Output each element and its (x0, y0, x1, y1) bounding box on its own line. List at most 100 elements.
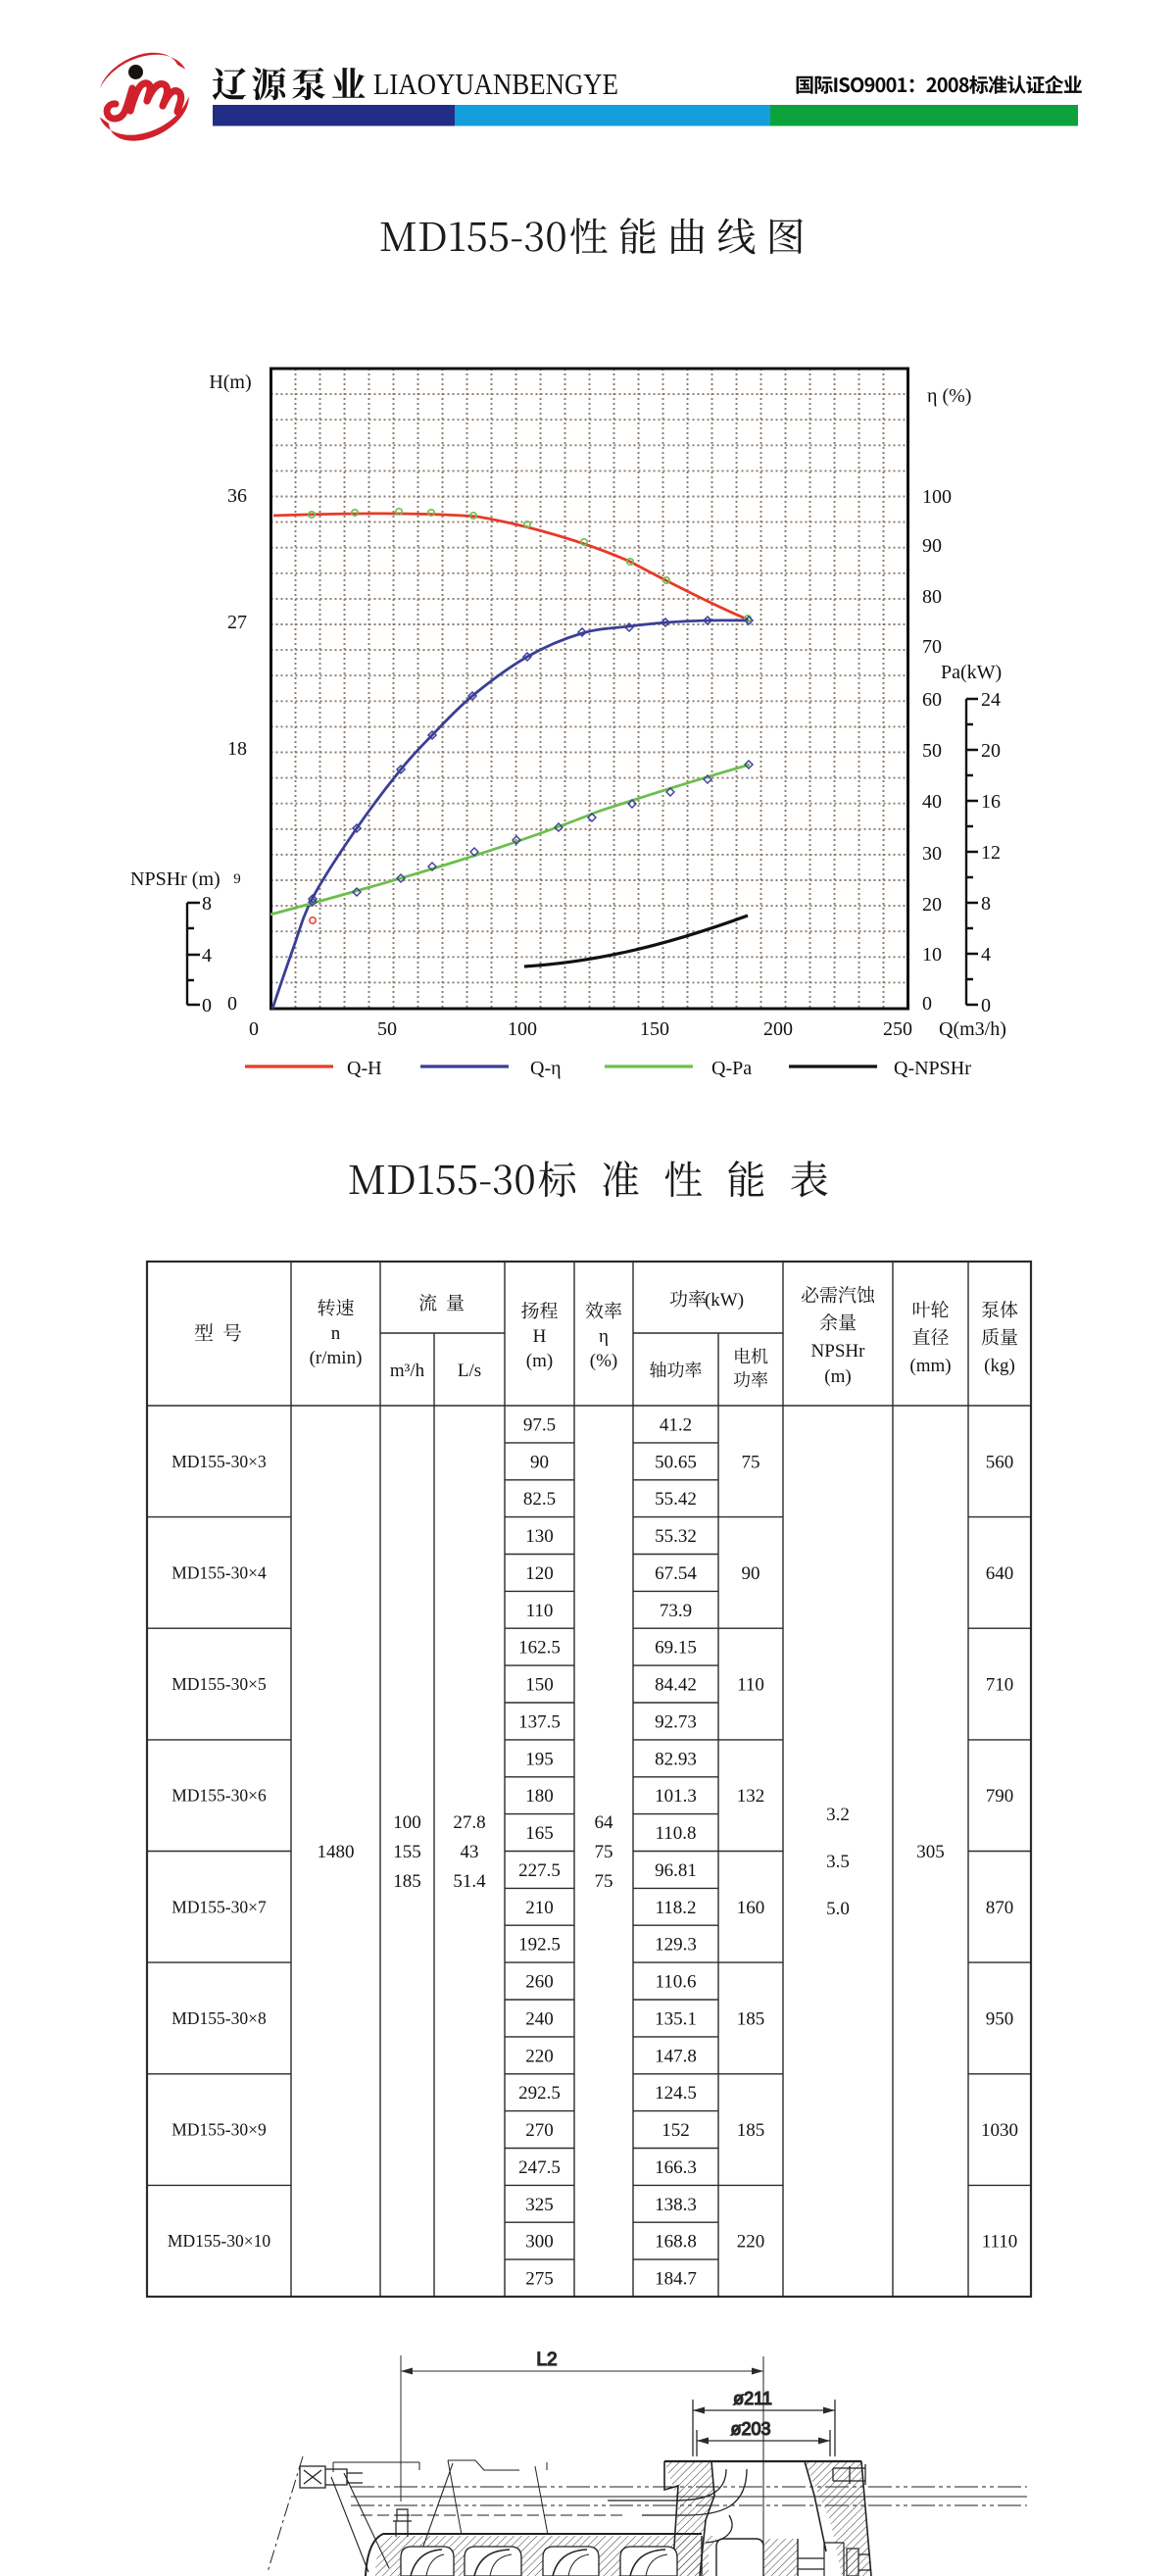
svg-text:3.2: 3.2 (826, 1805, 850, 1825)
svg-text:180: 180 (525, 1786, 554, 1807)
svg-text:(%): (%) (590, 1351, 617, 1371)
svg-text:110.6: 110.6 (655, 1972, 696, 1993)
svg-text:220: 220 (737, 2232, 765, 2253)
svg-text:132: 132 (737, 1786, 765, 1807)
svg-text:MD155-30×7: MD155-30×7 (172, 1897, 267, 1916)
svg-text:185: 185 (737, 2008, 765, 2029)
svg-text:97.5: 97.5 (523, 1414, 556, 1435)
svg-text:790: 790 (986, 1786, 1014, 1807)
svg-text:950: 950 (986, 2008, 1014, 2029)
svg-text:51.4: 51.4 (453, 1871, 486, 1892)
svg-text:184.7: 184.7 (655, 2269, 697, 2290)
svg-text:110.8: 110.8 (655, 1823, 696, 1844)
svg-text:ø203: ø203 (730, 2419, 770, 2439)
svg-text:195: 195 (525, 1749, 554, 1769)
svg-text:90: 90 (530, 1452, 549, 1472)
svg-text:m³/h: m³/h (390, 1361, 425, 1381)
svg-text:100: 100 (922, 486, 952, 508)
svg-text:325: 325 (525, 2195, 554, 2215)
svg-text:155: 155 (393, 1842, 421, 1862)
svg-text:710: 710 (986, 1675, 1014, 1696)
svg-text:NPSHr (m): NPSHr (m) (130, 868, 220, 890)
svg-text:200: 200 (763, 1018, 793, 1040)
svg-text:69.15: 69.15 (655, 1638, 697, 1659)
svg-text:185: 185 (393, 1871, 421, 1892)
svg-text:8: 8 (202, 893, 212, 915)
svg-text:96.81: 96.81 (655, 1860, 697, 1881)
svg-text:147.8: 147.8 (655, 2046, 697, 2066)
svg-text:0: 0 (981, 995, 991, 1016)
svg-text:640: 640 (986, 1563, 1014, 1584)
svg-text:(m): (m) (824, 1366, 851, 1387)
svg-text:Pa(kW): Pa(kW) (941, 662, 1002, 683)
svg-text:138.3: 138.3 (655, 2195, 697, 2215)
svg-text:4: 4 (981, 944, 991, 966)
svg-text:L2: L2 (536, 2350, 557, 2370)
svg-text:27: 27 (227, 612, 247, 633)
svg-text:(mm): (mm) (909, 1356, 951, 1376)
svg-text:129.3: 129.3 (655, 1935, 697, 1956)
svg-text:20: 20 (981, 740, 1001, 762)
svg-text:275: 275 (525, 2269, 554, 2290)
svg-text:240: 240 (525, 2008, 554, 2029)
svg-text:50.65: 50.65 (655, 1452, 697, 1472)
svg-text:90: 90 (742, 1563, 760, 1584)
svg-text:75: 75 (595, 1842, 613, 1862)
svg-text:MD155-30×6: MD155-30×6 (172, 1786, 267, 1806)
svg-text:MD155-30×5: MD155-30×5 (172, 1674, 267, 1694)
svg-text:43: 43 (461, 1842, 479, 1862)
svg-text:40: 40 (922, 791, 942, 813)
svg-text:55.32: 55.32 (655, 1526, 697, 1547)
svg-text:24: 24 (981, 689, 1001, 711)
svg-text:168.8: 168.8 (655, 2232, 697, 2253)
svg-text:110: 110 (526, 1601, 554, 1621)
svg-text:Q-η: Q-η (530, 1058, 562, 1079)
svg-text:MD155-30×4: MD155-30×4 (172, 1562, 267, 1582)
svg-text:560: 560 (986, 1452, 1014, 1472)
svg-text:1030: 1030 (981, 2120, 1018, 2141)
svg-text:135.1: 135.1 (655, 2008, 697, 2029)
svg-text:75: 75 (595, 1871, 613, 1892)
svg-text:Q-NPSHr: Q-NPSHr (894, 1058, 971, 1079)
svg-text:Q-Pa: Q-Pa (711, 1058, 752, 1079)
svg-text:27.8: 27.8 (453, 1812, 485, 1833)
svg-text:36: 36 (227, 485, 247, 507)
svg-text:84.42: 84.42 (655, 1675, 697, 1696)
svg-text:4: 4 (202, 945, 212, 966)
svg-text:150: 150 (525, 1675, 554, 1696)
svg-text:(m): (m) (526, 1351, 553, 1371)
svg-text:75: 75 (742, 1452, 760, 1472)
svg-text:185: 185 (737, 2120, 765, 2141)
svg-text:3.5: 3.5 (826, 1852, 850, 1872)
svg-text:250: 250 (883, 1018, 912, 1040)
svg-text:260: 260 (525, 1972, 554, 1993)
svg-text:64: 64 (595, 1812, 614, 1833)
svg-text:60: 60 (922, 689, 942, 711)
svg-text:50: 50 (377, 1018, 397, 1040)
svg-text:H: H (533, 1326, 547, 1347)
svg-text:137.5: 137.5 (518, 1711, 561, 1732)
svg-text:247.5: 247.5 (518, 2157, 561, 2178)
svg-text:Q(m3/h): Q(m3/h) (939, 1018, 1006, 1040)
svg-text:9: 9 (233, 871, 241, 887)
svg-text:192.5: 192.5 (518, 1935, 561, 1956)
svg-text:166.3: 166.3 (655, 2157, 697, 2178)
svg-text:0: 0 (922, 993, 932, 1015)
svg-text:124.5: 124.5 (655, 2083, 697, 2104)
svg-text:90: 90 (922, 535, 942, 557)
svg-text:1110: 1110 (982, 2232, 1018, 2253)
svg-text:101.3: 101.3 (655, 1786, 697, 1807)
svg-text:162.5: 162.5 (518, 1638, 561, 1659)
svg-text:η (%): η (%) (927, 385, 971, 407)
svg-text:0: 0 (227, 993, 237, 1015)
svg-text:300: 300 (525, 2232, 554, 2253)
svg-text:MD155-30×3: MD155-30×3 (172, 1452, 267, 1471)
svg-text:MD155-30×8: MD155-30×8 (172, 2008, 267, 2028)
svg-text:305: 305 (916, 1842, 945, 1862)
svg-text:100: 100 (508, 1018, 537, 1040)
svg-text:MD155-30×9: MD155-30×9 (172, 2120, 267, 2140)
svg-text:5.0: 5.0 (826, 1899, 850, 1919)
svg-text:LIAOYUANBENGYE: LIAOYUANBENGYE (373, 67, 618, 101)
svg-text:41.2: 41.2 (660, 1414, 692, 1435)
svg-text:220: 220 (525, 2046, 554, 2066)
